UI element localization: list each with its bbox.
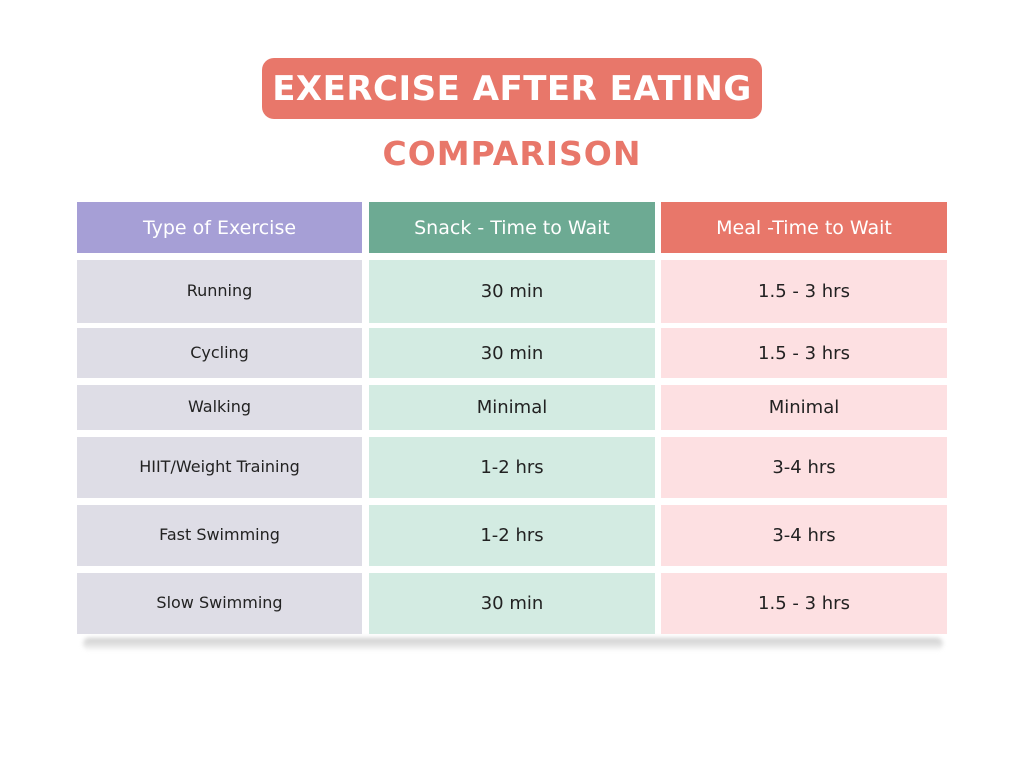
exercise-type-cell: HIIT/Weight Training	[77, 437, 362, 498]
meal-wait-cell: Minimal	[661, 385, 947, 430]
snack-wait-cell: 30 min	[369, 573, 655, 634]
column-header-exercise-type: Type of Exercise	[77, 202, 362, 253]
column-header-snack-wait: Snack - Time to Wait	[369, 202, 655, 253]
page-subtitle: COMPARISON	[382, 134, 642, 173]
snack-wait-cell: 1-2 hrs	[369, 505, 655, 566]
exercise-type-cell: Walking	[77, 385, 362, 430]
snack-wait-cell: 1-2 hrs	[369, 437, 655, 498]
page-title: EXERCISE AFTER EATING	[272, 68, 752, 109]
meal-wait-cell: 3-4 hrs	[661, 505, 947, 566]
exercise-type-cell: Fast Swimming	[77, 505, 362, 566]
title-banner: EXERCISE AFTER EATING	[262, 58, 762, 119]
snack-wait-cell: 30 min	[369, 328, 655, 378]
snack-wait-cell: 30 min	[369, 260, 655, 323]
snack-wait-cell: Minimal	[369, 385, 655, 430]
meal-wait-cell: 1.5 - 3 hrs	[661, 328, 947, 378]
column-header-meal-wait: Meal -Time to Wait	[661, 202, 947, 253]
table-shadow	[83, 638, 943, 650]
meal-wait-cell: 1.5 - 3 hrs	[661, 573, 947, 634]
exercise-type-cell: Running	[77, 260, 362, 323]
meal-wait-cell: 1.5 - 3 hrs	[661, 260, 947, 323]
exercise-type-cell: Slow Swimming	[77, 573, 362, 634]
meal-wait-cell: 3-4 hrs	[661, 437, 947, 498]
exercise-type-cell: Cycling	[77, 328, 362, 378]
